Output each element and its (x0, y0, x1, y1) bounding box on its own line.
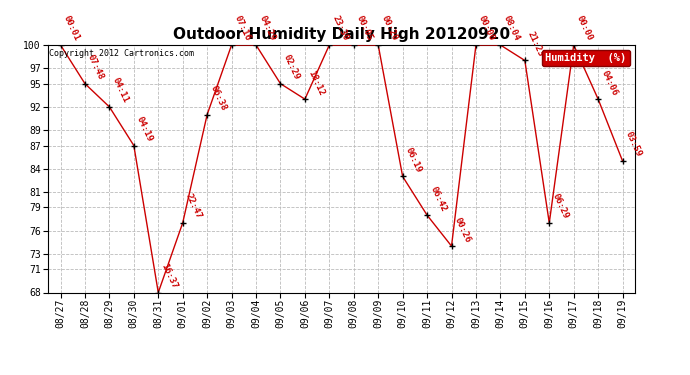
Text: 00:26: 00:26 (453, 216, 472, 244)
Text: 08:04: 08:04 (502, 15, 521, 43)
Text: 04:19: 04:19 (135, 115, 155, 143)
Text: 00:01: 00:01 (61, 15, 81, 43)
Text: 00:05: 00:05 (355, 15, 375, 43)
Text: 18:12: 18:12 (306, 69, 326, 97)
Text: 06:29: 06:29 (551, 192, 570, 220)
Text: 02:29: 02:29 (282, 53, 302, 81)
Text: 21:23: 21:23 (526, 30, 546, 58)
Title: Outdoor Humidity Daily High 20120920: Outdoor Humidity Daily High 20120920 (173, 27, 510, 42)
Text: 06:42: 06:42 (428, 184, 448, 213)
Text: 07:16: 07:16 (233, 15, 253, 43)
Text: 16:37: 16:37 (159, 262, 179, 290)
Text: 00:00: 00:00 (477, 15, 497, 43)
Text: 00:00: 00:00 (575, 15, 595, 43)
Text: 06:38: 06:38 (208, 84, 228, 112)
Legend: Humidity  (%): Humidity (%) (542, 50, 629, 66)
Text: 00:20: 00:20 (380, 15, 399, 43)
Text: Copyright 2012 Cartronics.com: Copyright 2012 Cartronics.com (50, 49, 195, 58)
Text: 04:06: 04:06 (600, 69, 619, 97)
Text: 06:19: 06:19 (404, 146, 424, 174)
Text: 04:11: 04:11 (110, 76, 130, 105)
Text: 22:47: 22:47 (184, 192, 204, 220)
Text: 23:30: 23:30 (331, 15, 350, 43)
Text: 07:48: 07:48 (86, 53, 106, 81)
Text: 03:59: 03:59 (624, 130, 643, 159)
Text: 04:29: 04:29 (257, 15, 277, 43)
